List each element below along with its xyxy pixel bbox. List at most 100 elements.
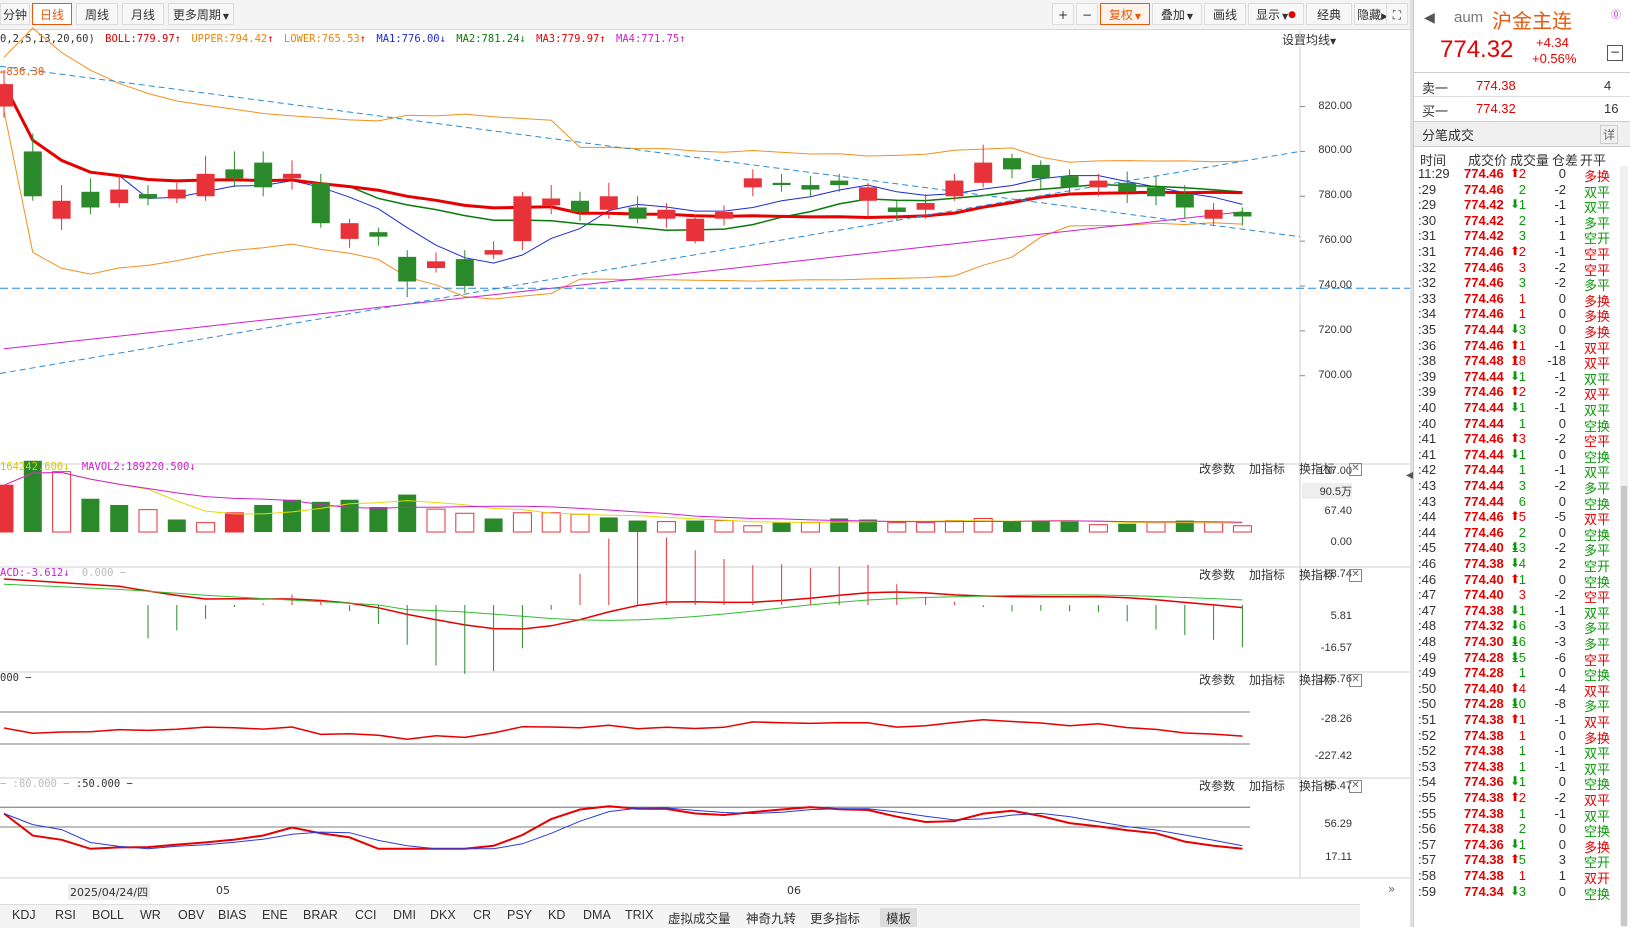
indicator-tab[interactable]: CCI [355, 908, 377, 922]
period-week-button[interactable]: 周线 [76, 3, 118, 25]
tick-oi-change: 0 [1558, 571, 1566, 587]
tick-time: :47 [1418, 587, 1437, 603]
scrollbar-thumb[interactable] [1621, 486, 1627, 926]
close-icon[interactable]: ✕ [1349, 463, 1363, 476]
volume-bar [1031, 520, 1050, 532]
candle-body [196, 173, 215, 197]
indicator-tab[interactable]: CR [473, 908, 492, 922]
overlay-dropdown[interactable]: 叠加 ▼ [1152, 3, 1202, 25]
indicator-tab[interactable]: BOLL [92, 908, 124, 922]
tick-row: :45 774.40 13 -2 多平 ⬇ [1414, 540, 1614, 558]
ticks-detail-button[interactable]: 详 [1600, 125, 1619, 144]
volume-bar [973, 517, 993, 533]
swap-indicator-button[interactable]: 换指标 [1299, 462, 1336, 476]
indicator-tab[interactable]: 神奇九转 [746, 912, 797, 926]
ask-row: 卖一 774.38 4 [1414, 78, 1614, 96]
more-period-dropdown[interactable]: 更多周期 ▼ [168, 3, 234, 25]
period-min-button[interactable]: 分钟 [0, 3, 30, 25]
edit-params-button[interactable]: 改参数 [1199, 673, 1236, 687]
arrow-up-icon: ⬆ [1510, 852, 1521, 867]
classic-button[interactable]: 经典 [1306, 3, 1352, 25]
caret-down-icon: ▼ [1282, 12, 1289, 21]
indicator-tab[interactable]: RSI [55, 908, 76, 922]
indicator-tab[interactable]: PSY [507, 908, 533, 922]
tick-time: :41 [1418, 446, 1437, 462]
collapse-arrow-icon[interactable]: ◀ [1406, 470, 1414, 481]
indicator-tab[interactable]: 模板 [880, 908, 918, 927]
period-day-button[interactable]: 日线 [32, 3, 72, 25]
zoom-in-button[interactable]: + [1052, 3, 1074, 25]
quote-panel: ◀ aum 沪金主连 ⓪ 774.32 +4.34 +0.56% − 卖一 77… [1413, 0, 1630, 927]
bid-row: 买一 774.32 16 [1414, 101, 1618, 119]
add-indicator-button[interactable]: 加指标 [1249, 462, 1286, 476]
add-indicator-button[interactable]: 加指标 [1249, 673, 1286, 687]
indicator-tab[interactable]: KD [548, 908, 566, 922]
alert-icon[interactable]: ⓪ [1611, 10, 1621, 21]
candle-body [1003, 158, 1021, 170]
add-indicator-button[interactable]: 加指标 [1249, 779, 1286, 793]
edit-params-button[interactable]: 改参数 [1199, 568, 1236, 582]
tick-row: :52 774.38 1 -1 双平 [1414, 743, 1614, 761]
contract-code: aum [1454, 9, 1484, 26]
arrow-down-icon: ⬇ [1510, 883, 1521, 898]
indicator-tab[interactable]: 虚拟成交量 [668, 912, 731, 926]
tick-volume: 2 [1518, 821, 1526, 837]
tick-oi-change: 2 [1558, 556, 1566, 571]
tick-row: :55 774.38 2 -2 双平 ⬆ [1414, 790, 1614, 808]
tick-oi-change: -6 [1554, 649, 1566, 665]
indicator-tab[interactable]: DKX [430, 908, 456, 922]
kline-chart[interactable] [0, 0, 1410, 904]
close-icon[interactable]: ✕ [1349, 780, 1363, 793]
tick-row: :48 774.30 16 -3 多平 ⬇ [1414, 634, 1614, 652]
indicator-tab[interactable]: ENE [262, 908, 288, 922]
close-icon[interactable]: ✕ [1349, 569, 1363, 582]
ticks-scrollbar[interactable] [1620, 166, 1628, 927]
indicator-tab[interactable]: DMI [393, 908, 416, 922]
panel-splitter[interactable] [1410, 0, 1413, 927]
kd-axis-label: 95.47 [1324, 780, 1352, 792]
swap-indicator-button[interactable]: 换指标 [1299, 779, 1336, 793]
arrow-down-icon: ⬇ [1510, 446, 1521, 461]
tick-price: 774.44 [1464, 368, 1504, 384]
edit-params-button[interactable]: 改参数 [1199, 462, 1236, 476]
ma-settings-dropdown[interactable]: 设置均线▼ [1282, 31, 1336, 48]
indicator-tab[interactable]: DMA [583, 908, 611, 922]
indicator-tab[interactable]: TRIX [625, 908, 654, 922]
indicator-tab[interactable]: 更多指标 [810, 912, 861, 926]
tick-type: 双平 [1584, 387, 1611, 403]
close-icon[interactable]: ✕ [1349, 674, 1363, 687]
tick-price: 774.44 [1464, 478, 1504, 493]
tick-price: 774.48 [1464, 353, 1504, 369]
swap-indicator-button[interactable]: 换指标 [1299, 568, 1336, 582]
tick-row: :38 774.48 18 -18 双平 ⬆ [1414, 353, 1614, 371]
minimize-icon[interactable]: − [1607, 45, 1623, 61]
indicator-tab[interactable]: WR [140, 908, 161, 922]
tick-time: :52 [1418, 743, 1437, 759]
tick-type: 多换 [1584, 839, 1611, 855]
indicator-tab[interactable]: BIAS [218, 908, 247, 922]
tick-volume: 3 [1518, 275, 1526, 291]
period-month-button[interactable]: 月线 [122, 3, 164, 25]
swap-indicator-button[interactable]: 换指标 [1299, 673, 1336, 687]
zoom-out-button[interactable]: − [1076, 3, 1098, 25]
ticks-list[interactable]: 11:29 774.46 2 0 多换 ⬆:29 774.46 2 -2 双平:29 774.42 1… [1414, 166, 1624, 927]
tick-type: 空开 [1584, 231, 1611, 247]
fullscreen-icon[interactable]: ⛶ [1386, 3, 1408, 25]
edit-params-button[interactable]: 改参数 [1199, 779, 1236, 793]
tick-volume: 2 [1518, 212, 1526, 228]
tick-price: 774.28 [1464, 665, 1504, 681]
fuquan-dropdown[interactable]: 复权 ▼ [1100, 3, 1150, 25]
indicator-tab[interactable]: BRAR [303, 908, 338, 922]
display-dropdown[interactable]: 显示 ▼● [1248, 3, 1304, 25]
tick-row: :50 774.40 4 -4 双平 ⬆ [1414, 681, 1614, 699]
tick-time: :39 [1418, 384, 1437, 400]
bid-label: 买一 [1422, 104, 1449, 119]
tick-oi-change: 0 [1558, 290, 1566, 306]
draw-line-button[interactable]: 画线 [1204, 3, 1246, 25]
indicator-tab[interactable]: OBV [178, 908, 205, 922]
scroll-right-icon[interactable]: » [1388, 882, 1396, 896]
prev-stock-icon[interactable]: ◀ [1424, 10, 1435, 26]
indicator-tab[interactable]: KDJ [12, 908, 36, 922]
add-indicator-button[interactable]: 加指标 [1249, 568, 1286, 582]
candle-body [484, 250, 503, 255]
